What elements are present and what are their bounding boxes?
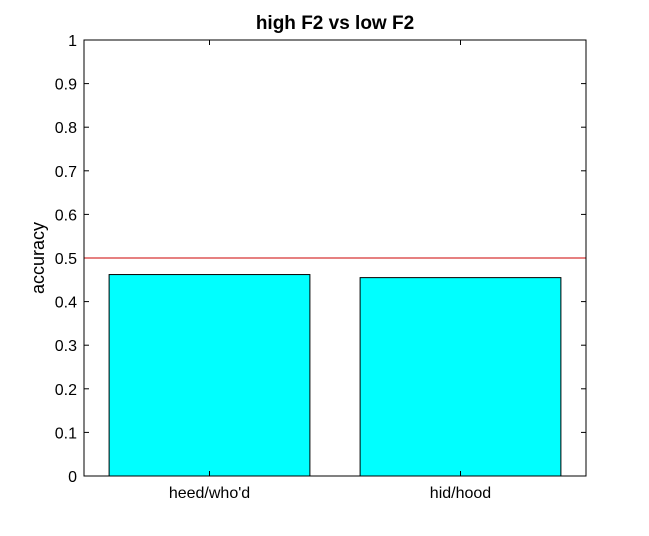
y-tick-label: 0.4 [55,295,77,312]
y-tick-label: 0.9 [55,77,77,94]
chart-title: high F2 vs low F2 [256,13,414,34]
y-tick-label: 0.6 [55,207,77,224]
x-tick-label: hid/hood [430,485,491,502]
x-tick-label: heed/who'd [169,485,250,502]
y-tick-label: 0.2 [55,382,77,399]
y-tick-label: 0.1 [55,425,77,442]
axes-outline [83,39,587,477]
y-tick-label: 0.8 [55,120,77,137]
y-axis-label: accuracy [28,222,48,294]
plot-area: heed/who'd hid/hood 0 0.1 0.2 0.3 0.4 0.5 0.6 0.7… [55,33,587,502]
y-tick-label: 0.5 [55,251,77,268]
y-tick-label: 1 [68,33,77,50]
y-tick-label: 0.3 [55,338,77,355]
y-tick-label: 0 [68,469,77,486]
bar-0 [108,274,311,477]
bar-1 [359,277,562,477]
y-tick-label: 0.7 [55,164,77,181]
